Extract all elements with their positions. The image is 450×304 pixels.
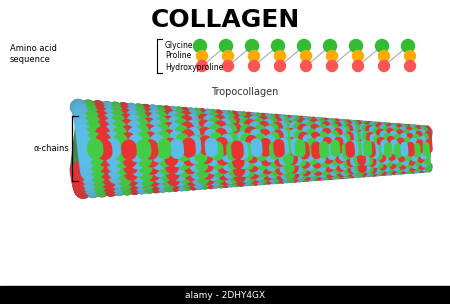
Circle shape — [327, 60, 338, 71]
Circle shape — [327, 50, 338, 61]
Circle shape — [197, 60, 207, 71]
Circle shape — [401, 40, 414, 53]
Text: α-chains: α-chains — [33, 144, 69, 153]
Text: Hydroxyproline: Hydroxyproline — [165, 63, 223, 71]
Circle shape — [194, 40, 207, 53]
Text: Glycine: Glycine — [165, 40, 194, 50]
Circle shape — [274, 50, 285, 61]
Circle shape — [324, 40, 337, 53]
Circle shape — [248, 50, 260, 61]
Text: Tropocollagen: Tropocollagen — [212, 87, 279, 97]
Circle shape — [378, 50, 390, 61]
Circle shape — [297, 40, 310, 53]
Circle shape — [378, 60, 390, 71]
Circle shape — [197, 50, 207, 61]
Circle shape — [271, 40, 284, 53]
Circle shape — [246, 40, 258, 53]
Circle shape — [222, 50, 234, 61]
Text: Proline: Proline — [165, 51, 191, 60]
Bar — [0, 286, 450, 304]
Text: Amino acid
sequence: Amino acid sequence — [10, 44, 57, 64]
Circle shape — [350, 40, 363, 53]
Circle shape — [352, 60, 364, 71]
Circle shape — [248, 60, 260, 71]
Circle shape — [220, 40, 233, 53]
Circle shape — [375, 40, 388, 53]
Circle shape — [352, 50, 364, 61]
Text: COLLAGEN: COLLAGEN — [150, 8, 300, 32]
Circle shape — [405, 60, 415, 71]
Circle shape — [222, 60, 234, 71]
Text: alamy - 2DHY4GX: alamy - 2DHY4GX — [185, 291, 265, 299]
Circle shape — [405, 50, 415, 61]
Circle shape — [301, 60, 311, 71]
Circle shape — [301, 50, 311, 61]
Circle shape — [274, 60, 285, 71]
